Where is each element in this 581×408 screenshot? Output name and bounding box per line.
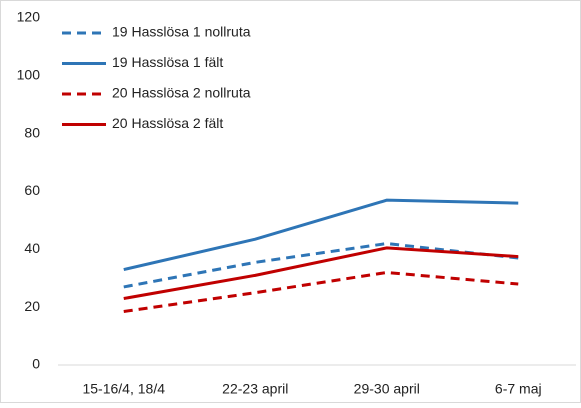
legend-label: 19 Hasslösa 1 nollruta	[112, 24, 251, 40]
legend-label: 19 Hasslösa 1 fält	[112, 54, 223, 70]
x-tick-label: 22-23 april	[222, 381, 288, 397]
series-line	[123, 246, 519, 300]
y-tick-label: 120	[17, 9, 41, 25]
series-line	[123, 270, 519, 313]
y-tick-label: 20	[24, 298, 40, 314]
series-line	[123, 198, 519, 272]
x-tick-label: 29-30 april	[354, 381, 420, 397]
x-tick-label: 6-7 maj	[495, 381, 542, 397]
y-tick-label: 0	[32, 356, 40, 372]
legend-label: 20 Hasslösa 2 fält	[112, 115, 223, 131]
y-tick-label: 100	[17, 67, 41, 83]
legend-label: 20 Hasslösa 2 nollruta	[112, 85, 251, 101]
y-tick-label: 40	[24, 240, 40, 256]
y-tick-label: 80	[24, 124, 40, 140]
x-tick-label: 15-16/4, 18/4	[82, 381, 165, 397]
y-tick-label: 60	[24, 182, 40, 198]
